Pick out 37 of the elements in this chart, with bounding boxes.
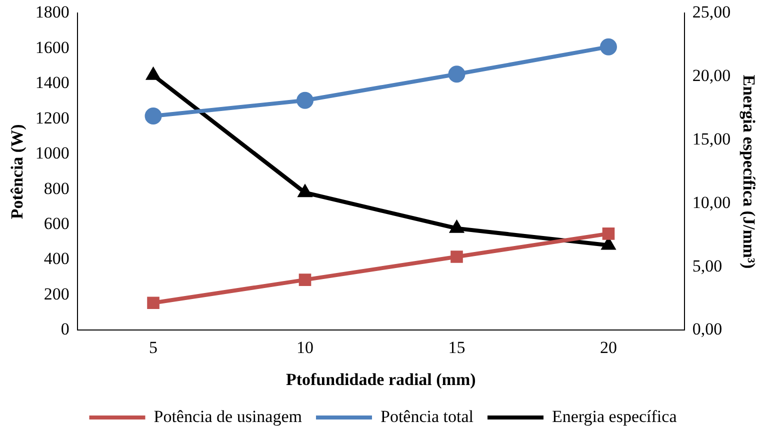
y2-tick-label: 0,00 [692, 320, 722, 339]
y-tick-label: 1200 [35, 108, 70, 128]
point [296, 92, 314, 109]
legend-label: Potência total [380, 406, 474, 426]
y-tick-label: 1000 [35, 144, 70, 163]
y2-tick-label: 15,00 [692, 129, 731, 148]
point [448, 66, 466, 83]
legend-label: Energia específica [552, 406, 678, 426]
point [449, 220, 464, 233]
y2-tick-label: 5,00 [692, 256, 722, 276]
point [298, 184, 312, 198]
y-tick-label: 800 [44, 178, 70, 198]
x-tick-label: 20 [600, 338, 617, 357]
point [602, 228, 615, 240]
y-axis-title: Potência (W) [8, 124, 27, 220]
point [450, 250, 463, 263]
point [298, 274, 312, 286]
point [147, 296, 160, 310]
y2-tick-label: 10,00 [692, 192, 731, 212]
x-axis-title: Ptofundidade radial (mm) [286, 370, 476, 390]
y-tick-label: 400 [44, 249, 70, 268]
y-tick-label: 1800 [35, 2, 70, 22]
legend-label: Potência de usinagem [154, 406, 302, 426]
y2-axis-title: Energia específica (J/mm³) [739, 74, 758, 269]
x-tick-label: 15 [448, 338, 466, 357]
x-tick-label: 10 [296, 338, 314, 357]
y-tick-label: 200 [44, 284, 70, 304]
point [600, 38, 617, 56]
y2-tick-label: 20,00 [692, 66, 731, 86]
y-tick-label: 1600 [35, 38, 70, 57]
y-tick-label: 1400 [35, 73, 70, 92]
point [144, 108, 162, 125]
x-tick-label: 5 [149, 338, 158, 357]
y2-tick-label: 25,00 [692, 2, 731, 22]
y-tick-label: 0 [60, 320, 70, 339]
point [146, 66, 161, 80]
y-tick-label: 600 [44, 214, 70, 233]
